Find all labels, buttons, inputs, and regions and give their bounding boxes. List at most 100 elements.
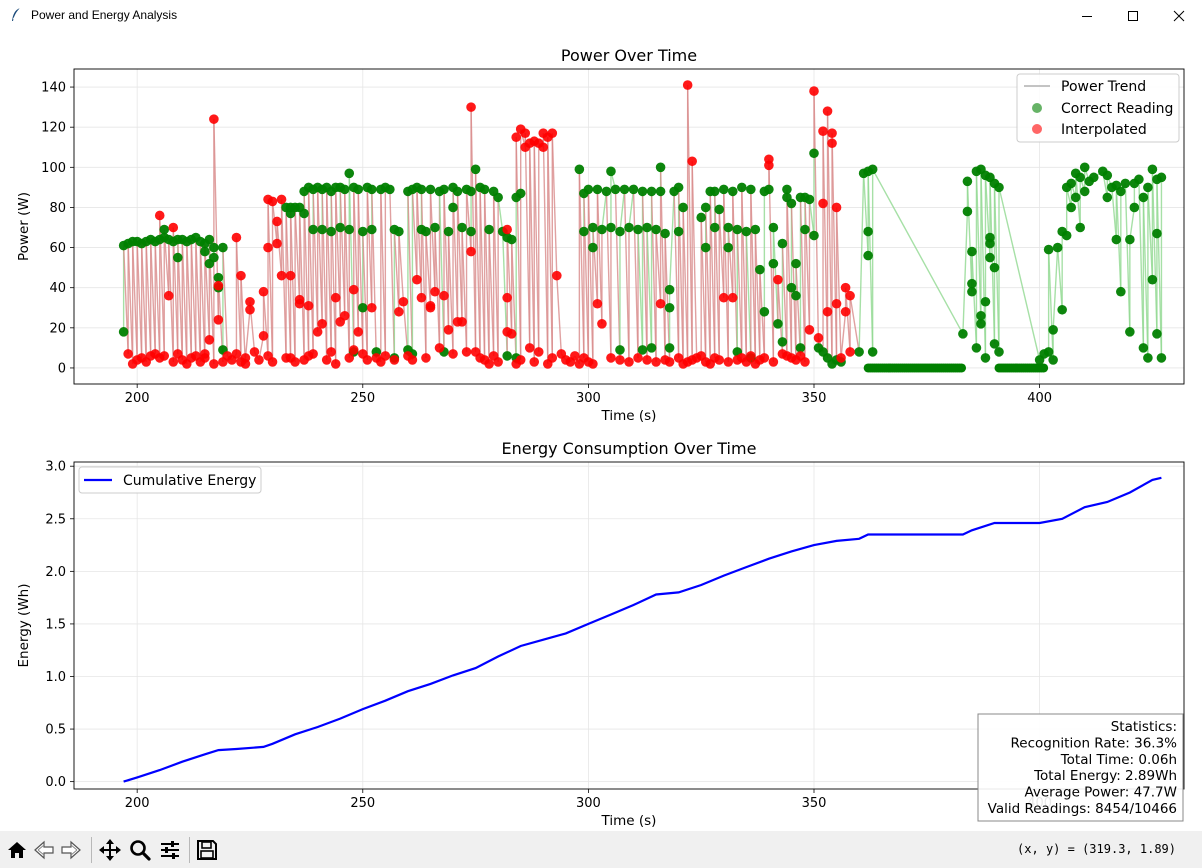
power-trend-segment xyxy=(294,207,301,304)
power-trend-segment xyxy=(506,229,513,334)
correct-reading-point xyxy=(985,238,995,249)
power-trend-segment xyxy=(605,191,612,358)
power-trend-segment xyxy=(718,209,725,298)
power-trend-segment xyxy=(727,227,734,298)
correct-reading-point xyxy=(118,327,129,337)
correct-reading-point xyxy=(592,184,603,195)
correct-reading-point xyxy=(416,184,427,195)
correct-reading-point xyxy=(209,252,219,263)
power-trend-segment xyxy=(668,191,675,290)
interpolated-point xyxy=(664,357,675,367)
interpolated-point xyxy=(348,345,359,355)
power-trend-segment xyxy=(998,187,1041,361)
power-trend-segment xyxy=(307,187,314,354)
correct-reading-point xyxy=(759,306,770,317)
power-trend-segment xyxy=(849,295,860,353)
zoom-icon xyxy=(130,840,151,861)
forward-button[interactable] xyxy=(58,837,84,863)
interpolated-point xyxy=(461,347,472,357)
interpolated-point xyxy=(394,306,404,317)
power-trend-segment xyxy=(754,229,761,360)
power-trend-segment xyxy=(140,243,147,362)
power-trend-segment xyxy=(745,231,752,358)
interpolated-point xyxy=(123,349,133,359)
correct-reading-point xyxy=(1147,274,1158,285)
back-icon xyxy=(34,840,54,860)
power-trend-segment xyxy=(975,171,982,324)
close-button[interactable] xyxy=(1156,0,1202,31)
power-trend-segment xyxy=(547,137,553,358)
interpolated-point xyxy=(317,319,327,329)
correct-reading-point xyxy=(651,224,661,235)
cursor-coordinates: (x, y) = (319.3, 1.89) xyxy=(1017,842,1176,856)
correct-reading-point xyxy=(439,184,449,195)
interpolated-point xyxy=(606,353,616,363)
correct-reading-point xyxy=(741,226,752,237)
correct-reading-point xyxy=(637,186,648,197)
interpolated-point xyxy=(723,357,734,367)
interpolated-point xyxy=(308,349,318,359)
interpolated-point xyxy=(272,238,282,249)
interpolated-point xyxy=(714,355,725,365)
legend-box xyxy=(1016,73,1180,143)
correct-reading-point xyxy=(958,329,968,339)
legend-box xyxy=(78,466,262,494)
power-trend-segment xyxy=(1138,179,1145,348)
power-trend-segment xyxy=(244,309,251,358)
correct-reading-point xyxy=(709,222,720,233)
correct-reading-point xyxy=(344,224,355,235)
correct-reading-point xyxy=(777,238,788,249)
interpolated-point xyxy=(484,359,494,369)
pan-button[interactable] xyxy=(97,837,123,863)
correct-reading-point xyxy=(466,186,476,197)
correct-reading-point xyxy=(1075,172,1086,183)
x-tick-label: 250 xyxy=(350,796,375,811)
power-trend-segment xyxy=(799,197,806,362)
y-tick-label: 100 xyxy=(41,161,66,176)
interpolated-point xyxy=(213,314,224,325)
power-trend-segment xyxy=(650,191,657,362)
minimize-button[interactable] xyxy=(1064,0,1110,31)
interpolated-point xyxy=(339,310,350,321)
statistics-line: Average Power: 47.7W xyxy=(1024,785,1177,801)
figure-canvas[interactable]: 200 250 300 350 400 0 20 40 60 80 100 120 140 Power O… xyxy=(0,31,1202,831)
configure-button[interactable] xyxy=(157,837,183,863)
interpolated-point xyxy=(687,156,697,167)
interpolated-point xyxy=(624,357,634,367)
interpolated-point xyxy=(840,282,851,293)
correct-reading-point xyxy=(646,343,657,353)
save-button[interactable] xyxy=(194,837,220,863)
correct-reading-point xyxy=(452,186,463,197)
home-button[interactable] xyxy=(4,837,30,863)
navigation-toolbar: (x, y) = (319.3, 1.89) xyxy=(0,831,1202,868)
interpolated-point xyxy=(570,351,580,361)
interpolated-point xyxy=(245,296,255,307)
configure-icon xyxy=(161,841,179,859)
power-trend-segment xyxy=(781,243,788,356)
back-button[interactable] xyxy=(31,837,57,863)
correct-reading-point xyxy=(700,202,711,213)
interpolated-point xyxy=(348,284,359,295)
interpolated-point xyxy=(290,357,300,367)
interpolated-point xyxy=(321,355,332,365)
legend-marker-correct xyxy=(1032,103,1042,113)
zoom-button[interactable] xyxy=(127,837,153,863)
interpolated-point xyxy=(547,128,558,139)
power-trend-segment xyxy=(362,231,368,360)
interpolated-point xyxy=(267,357,278,367)
correct-reading-point xyxy=(317,224,327,235)
power-trend-segment xyxy=(723,189,729,362)
power-trend-segment xyxy=(276,221,283,276)
correct-reading-point xyxy=(200,246,210,257)
interpolated-point xyxy=(362,355,373,365)
power-trend-segment xyxy=(966,181,973,292)
power-trend-segment xyxy=(316,187,323,324)
interpolated-point xyxy=(398,296,409,307)
power-trend-segment xyxy=(240,275,247,364)
interpolated-point xyxy=(430,286,440,297)
maximize-button[interactable] xyxy=(1110,0,1156,31)
correct-reading-point xyxy=(768,258,779,269)
legend-entry-cumulative-energy: Cumulative Energy xyxy=(123,473,256,489)
power-trend-segment xyxy=(438,191,445,352)
power-trend-segment xyxy=(962,211,969,334)
